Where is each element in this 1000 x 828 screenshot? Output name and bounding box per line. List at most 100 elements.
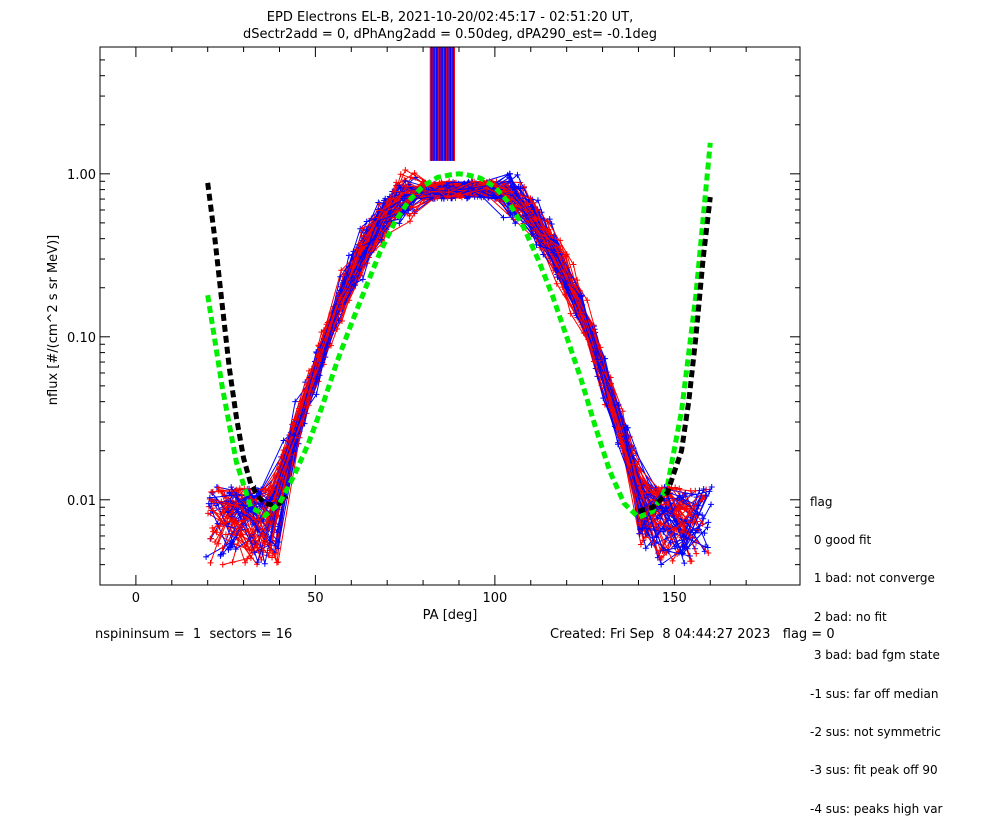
data-point — [557, 237, 564, 244]
data-point — [291, 432, 298, 439]
data-point — [584, 297, 591, 304]
data-point — [553, 280, 560, 287]
data-point — [708, 483, 715, 490]
data-point — [289, 421, 296, 428]
data-point — [534, 197, 541, 204]
data-trace — [225, 181, 697, 552]
data-point — [375, 199, 382, 206]
data-point — [275, 559, 282, 566]
data-point — [254, 559, 261, 566]
data-point — [206, 494, 213, 501]
data-traces — [203, 47, 715, 568]
data-point — [533, 241, 540, 248]
data-point — [639, 525, 646, 532]
data-point — [512, 190, 519, 197]
data-point — [600, 395, 607, 402]
data-point — [528, 230, 535, 237]
data-point — [269, 554, 276, 561]
data-point — [655, 550, 662, 557]
data-point — [313, 375, 320, 382]
data-point — [681, 505, 688, 512]
data-point — [704, 524, 711, 531]
data-point — [254, 526, 261, 533]
data-point — [527, 195, 534, 202]
data-point — [208, 507, 215, 514]
data-point — [660, 547, 667, 554]
plot-frame — [99, 46, 801, 586]
data-trace — [223, 184, 699, 548]
data-point — [205, 510, 212, 517]
data-point — [466, 193, 473, 200]
data-point — [340, 271, 347, 278]
data-point — [268, 486, 275, 493]
data-point — [209, 488, 216, 495]
data-point — [211, 539, 218, 546]
data-point — [688, 491, 695, 498]
data-point — [233, 506, 240, 513]
chart-canvas: 0 50 100 150 0.01 0.10 1.00 EPD Electrons EL-B… — [46, 10, 801, 623]
data-point — [444, 194, 451, 201]
data-trace — [220, 184, 691, 564]
data-trace — [209, 184, 687, 564]
data-point — [477, 193, 484, 200]
data-point — [699, 512, 706, 519]
data-point — [679, 550, 686, 557]
data-point — [699, 520, 706, 527]
data-trace — [220, 182, 696, 548]
data-point — [658, 484, 665, 491]
data-point — [512, 220, 519, 227]
data-point — [545, 227, 552, 234]
data-point — [457, 191, 464, 198]
data-point — [393, 179, 400, 186]
data-point — [708, 501, 715, 508]
data-point — [245, 528, 252, 535]
data-point — [541, 239, 548, 246]
data-point — [224, 509, 231, 516]
data-point — [674, 513, 681, 520]
data-point — [686, 552, 693, 559]
data-point — [392, 188, 399, 195]
data-point — [705, 519, 712, 526]
data-point — [207, 559, 214, 566]
data-point — [273, 529, 280, 536]
data-point — [439, 180, 446, 187]
data-point — [381, 197, 388, 204]
data-point — [514, 171, 521, 178]
data-point — [258, 556, 265, 563]
data-point — [359, 225, 366, 232]
data-point — [597, 344, 604, 351]
data-point — [232, 546, 239, 553]
data-point — [512, 185, 519, 192]
data-point — [219, 561, 226, 568]
data-point — [376, 200, 383, 207]
data-point — [337, 287, 344, 294]
data-point — [296, 405, 303, 412]
footer-right: Created: Fri Sep 8 04:44:27 2023 flag = … — [550, 627, 835, 642]
data-point — [246, 546, 253, 553]
legend-item: 0 good fit — [810, 532, 872, 547]
data-point — [213, 529, 220, 536]
data-point — [679, 543, 686, 550]
data-point — [345, 252, 352, 259]
data-point — [359, 276, 366, 283]
data-point — [530, 199, 537, 206]
data-point — [355, 266, 362, 273]
data-point — [682, 490, 689, 497]
data-point — [421, 187, 428, 194]
data-point — [676, 485, 683, 492]
data-point — [531, 216, 538, 223]
data-point — [209, 525, 216, 532]
data-point — [658, 561, 665, 568]
legend-item: -2 sus: not symmetric — [810, 724, 941, 739]
data-point — [598, 382, 605, 389]
data-point — [669, 557, 676, 564]
data-point — [207, 535, 214, 542]
data-point — [210, 498, 217, 505]
data-point — [679, 494, 686, 501]
data-point — [229, 559, 236, 566]
data-trace — [220, 190, 697, 555]
legend-item: 3 bad: bad fgm state — [810, 648, 940, 663]
data-point — [236, 485, 243, 492]
data-point — [471, 178, 478, 185]
data-point — [306, 367, 313, 374]
